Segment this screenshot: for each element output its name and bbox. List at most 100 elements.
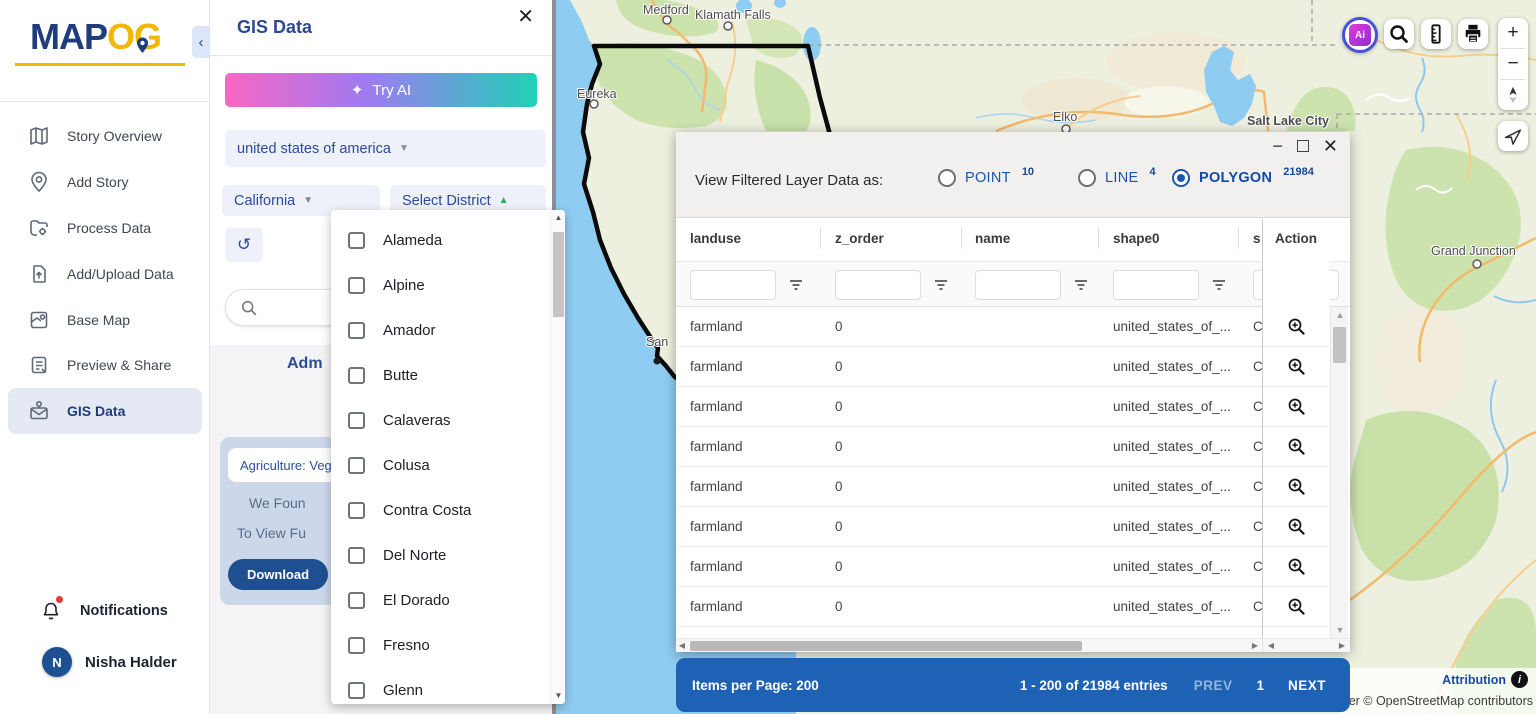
district-select[interactable]: Select District ▲ [390,185,546,216]
scroll-up-icon[interactable]: ▲ [554,213,563,222]
row-zoom-button[interactable] [1263,587,1331,627]
zoom-in-button[interactable]: + [1507,22,1519,43]
close-icon[interactable]: ✕ [517,6,534,28]
radio-polygon[interactable]: POLYGON 21984 [1172,166,1314,187]
checkbox-icon[interactable] [348,232,365,249]
row-zoom-button[interactable] [1263,307,1331,347]
radio-circle-checked[interactable] [1172,169,1190,187]
district-option[interactable]: Alpine [331,263,565,308]
download-button[interactable]: Download [228,559,328,590]
attribution-link[interactable]: Attribution [1442,673,1506,687]
scroll-down-icon[interactable]: ▼ [554,691,563,700]
column-header-s[interactable]: s [1253,231,1261,246]
district-option[interactable]: Del Norte [331,533,565,578]
district-option[interactable]: Calaveras [331,398,565,443]
column-header-landuse[interactable]: landuse [690,231,742,246]
close-icon[interactable]: ✕ [1322,136,1338,156]
compass-button[interactable] [1498,80,1528,110]
sidebar-item-process-data[interactable]: Process Data [8,205,202,251]
checkbox-icon[interactable] [348,412,365,429]
checkbox-icon[interactable] [348,592,365,609]
reset-button[interactable]: ↺ [225,228,263,262]
district-option[interactable]: Amador [331,308,565,353]
checkbox-icon[interactable] [348,457,365,474]
measure-button[interactable] [1421,19,1451,49]
checkbox-icon[interactable] [348,367,365,384]
vertical-scrollbar[interactable]: ▲ ▼ [1330,307,1348,638]
filter-input-name[interactable] [975,270,1061,300]
radio-point[interactable]: POINT 10 [938,166,1034,187]
info-icon[interactable]: i [1511,671,1528,688]
sidebar-item-story-overview[interactable]: Story Overview [8,113,202,159]
scroll-right-icon[interactable]: ▶ [1251,641,1259,650]
row-zoom-button[interactable] [1263,627,1331,638]
zoom-out-button[interactable]: − [1507,53,1519,74]
checkbox-icon[interactable] [348,682,365,699]
row-zoom-button[interactable] [1263,547,1331,587]
scrollbar-thumb[interactable] [553,232,564,317]
horizontal-scrollbar-pinned[interactable]: ◀ ▶ [1262,638,1350,652]
filter-icon[interactable] [788,277,804,293]
prev-button[interactable]: PREV [1193,677,1233,693]
checkbox-icon[interactable] [348,637,365,654]
column-header-shape0[interactable]: shape0 [1113,231,1160,246]
radio-circle[interactable] [1078,169,1096,187]
filter-icon[interactable] [1211,277,1227,293]
country-select[interactable]: united states of america ▼ [225,130,546,167]
scrollbar-thumb[interactable] [690,641,1082,651]
row-zoom-button[interactable] [1263,387,1331,427]
column-header-z-order[interactable]: z_order [835,231,884,246]
row-zoom-button[interactable] [1263,467,1331,507]
map-search-button[interactable] [1384,19,1414,49]
dropdown-scrollbar[interactable]: ▲ ▼ [550,210,565,704]
row-zoom-button[interactable] [1263,507,1331,547]
district-option[interactable]: Colusa [331,443,565,488]
locate-button[interactable] [1498,121,1528,151]
sidebar-item-add-story[interactable]: Add Story [8,159,202,205]
notifications-button[interactable]: Notifications [40,596,200,626]
scrollbar-thumb[interactable] [1333,327,1346,363]
radio-circle[interactable] [938,169,956,187]
state-select[interactable]: California ▼ [222,185,380,216]
sidebar-item-base-map[interactable]: Base Map [8,297,202,343]
district-option[interactable]: Fresno [331,623,565,668]
filter-input-z-order[interactable] [835,270,921,300]
minimize-icon[interactable]: − [1272,136,1283,156]
sidebar-item-preview-share[interactable]: Preview & Share [8,342,202,388]
try-ai-button[interactable]: ✦ Try AI [225,73,537,107]
district-option[interactable]: Alameda [331,218,565,263]
scroll-down-icon[interactable]: ▼ [1335,625,1345,635]
print-button[interactable] [1458,19,1488,49]
row-zoom-button[interactable] [1263,427,1331,467]
district-option[interactable]: El Dorado [331,578,565,623]
horizontal-scrollbar[interactable]: ◀ ▶ [676,638,1261,652]
column-header-name[interactable]: name [975,231,1011,246]
sidebar-collapse-button[interactable]: ‹ [192,26,210,58]
scroll-left-icon[interactable]: ◀ [1267,641,1275,650]
maximize-icon[interactable] [1296,140,1309,152]
scroll-left-icon[interactable]: ◀ [678,641,686,650]
sidebar-item-gis-data[interactable]: GIS Data [8,388,202,434]
radio-line[interactable]: LINE 4 [1078,166,1156,187]
user-account-button[interactable]: N Nisha Halder [42,646,210,678]
checkbox-icon[interactable] [348,547,365,564]
filter-input-landuse[interactable] [690,270,776,300]
district-option[interactable]: Contra Costa [331,488,565,533]
filter-icon[interactable] [1073,277,1089,293]
district-option[interactable]: Butte [331,353,565,398]
ai-tools-button[interactable]: Ai [1342,17,1378,53]
app-logo[interactable]: MAPOG [30,16,162,58]
next-button[interactable]: NEXT [1287,677,1326,693]
filter-icon[interactable] [933,277,949,293]
district-option[interactable]: Glenn [331,668,565,704]
checkbox-icon[interactable] [348,322,365,339]
sidebar-item-add-upload-data[interactable]: Add/Upload Data [8,251,202,297]
